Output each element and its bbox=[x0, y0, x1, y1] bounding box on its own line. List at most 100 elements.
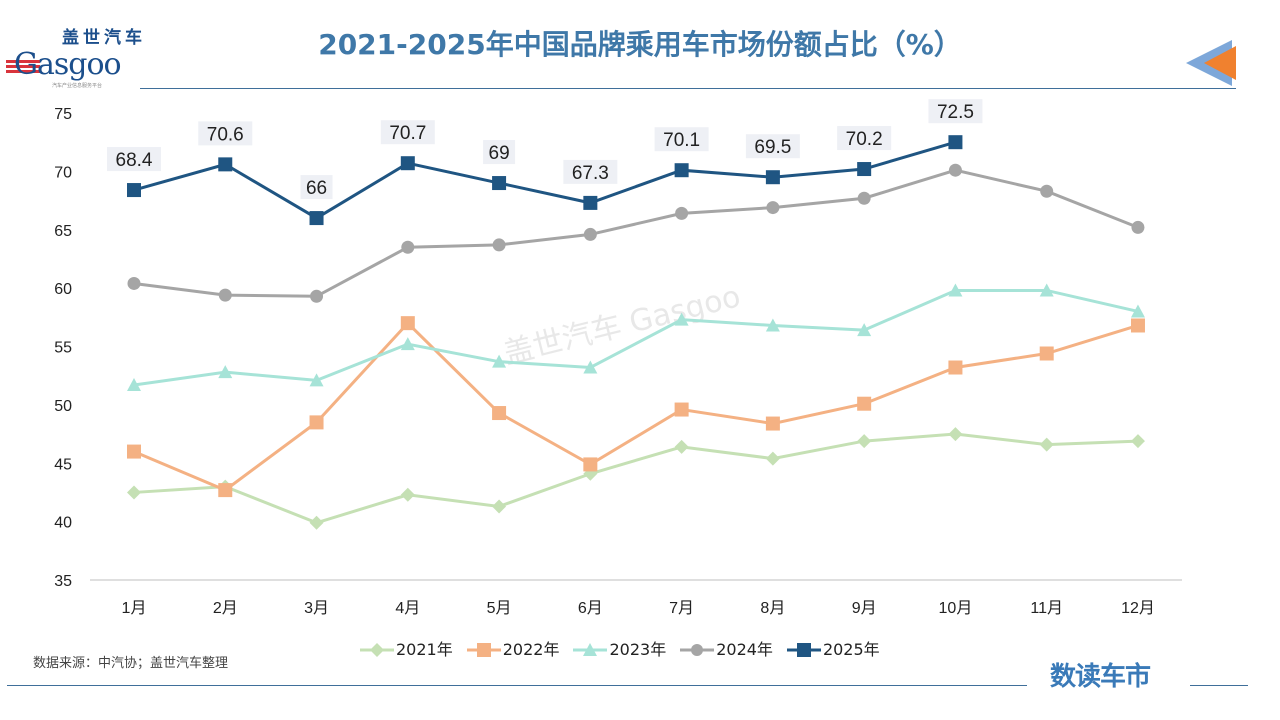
y-tick-label: 60 bbox=[54, 281, 72, 298]
legend-item: 2022年 bbox=[466, 640, 559, 660]
legend-label: 2023年 bbox=[609, 640, 667, 659]
data-point bbox=[857, 434, 872, 449]
data-point bbox=[309, 415, 324, 430]
series-line-2022年 bbox=[133, 320, 1139, 492]
logo-en: Gasgoo bbox=[14, 47, 122, 82]
data-point bbox=[309, 211, 324, 226]
data-point bbox=[857, 323, 872, 337]
legend-label: 2025年 bbox=[822, 640, 880, 659]
data-point bbox=[127, 485, 141, 500]
data-point bbox=[857, 396, 872, 411]
x-tick-label: 9月 bbox=[852, 600, 877, 617]
logo-sub: 汽车产业信息服务平台 bbox=[52, 83, 103, 89]
data-point bbox=[765, 318, 780, 332]
data-point bbox=[948, 360, 963, 375]
legend-item: 2021年 bbox=[360, 640, 453, 660]
legend-swatch bbox=[786, 643, 821, 657]
page-title: 2021-2025年中国品牌乘用车市场份额占比（%） bbox=[318, 28, 962, 61]
data-label: 66 bbox=[306, 178, 327, 199]
y-tick-label: 65 bbox=[54, 223, 72, 240]
data-point bbox=[310, 289, 324, 303]
data-label-bg bbox=[300, 175, 333, 200]
data-point bbox=[674, 439, 689, 454]
data-label: 67.3 bbox=[572, 163, 609, 184]
data-point bbox=[492, 406, 507, 421]
data-point bbox=[309, 373, 324, 387]
x-tick-label: 5月 bbox=[487, 600, 512, 617]
series-line-2023年 bbox=[133, 288, 1139, 387]
y-tick-label: 70 bbox=[54, 164, 72, 181]
legend-label: 2021年 bbox=[396, 640, 453, 659]
legend-swatch bbox=[360, 643, 394, 657]
data-point bbox=[1039, 283, 1054, 297]
data-label-bg bbox=[654, 127, 709, 152]
y-tick-label: 40 bbox=[54, 515, 72, 532]
data-point bbox=[309, 515, 324, 530]
y-tick-label: 75 bbox=[54, 106, 72, 123]
logo-stripes bbox=[6, 60, 40, 74]
data-point bbox=[400, 316, 415, 331]
data-point bbox=[127, 444, 141, 459]
data-point bbox=[583, 227, 597, 241]
divider bbox=[140, 88, 1236, 89]
data-point bbox=[675, 206, 689, 220]
data-point bbox=[765, 170, 780, 185]
data-label: 72.5 bbox=[937, 102, 974, 123]
legend-item: 2024年 bbox=[680, 640, 773, 660]
data-point bbox=[583, 360, 598, 374]
x-tick-label: 2月 bbox=[213, 600, 238, 617]
data-point bbox=[1130, 304, 1145, 318]
x-tick-label: 10月 bbox=[939, 600, 973, 617]
x-tick-label: 7月 bbox=[669, 600, 694, 617]
data-label: 70.2 bbox=[846, 129, 883, 150]
legend-label: 2024年 bbox=[716, 640, 773, 659]
data-point bbox=[492, 354, 507, 368]
data-point bbox=[1131, 220, 1145, 234]
data-point bbox=[674, 163, 689, 178]
data-point bbox=[674, 312, 689, 326]
data-point bbox=[583, 457, 598, 472]
data-label: 69.5 bbox=[754, 137, 791, 158]
divider bbox=[7, 685, 1027, 686]
x-tick-label: 6月 bbox=[578, 600, 603, 617]
data-point bbox=[1039, 437, 1054, 452]
x-tick-label: 11月 bbox=[1030, 600, 1063, 617]
data-point bbox=[492, 499, 507, 514]
data-point bbox=[583, 195, 598, 210]
data-point bbox=[948, 427, 963, 442]
series-line-2025年 bbox=[133, 140, 956, 220]
x-tick-label: 1月 bbox=[122, 600, 147, 617]
data-point bbox=[1130, 434, 1145, 449]
data-label-bg bbox=[483, 140, 516, 165]
y-tick-label: 35 bbox=[54, 573, 72, 590]
legend-swatch bbox=[680, 644, 715, 656]
data-point bbox=[857, 191, 871, 205]
y-tick-label: 45 bbox=[54, 456, 72, 473]
data-label: 70.1 bbox=[663, 130, 700, 151]
data-label: 69 bbox=[489, 143, 510, 164]
logo-cn: 盖世汽车 bbox=[62, 28, 146, 48]
data-point bbox=[1130, 318, 1145, 333]
legend-item: 2025年 bbox=[786, 640, 880, 660]
data-label-bg bbox=[928, 99, 983, 124]
data-point bbox=[218, 288, 232, 302]
data-point bbox=[218, 157, 233, 172]
y-tick-label: 50 bbox=[54, 398, 72, 415]
legend-swatch bbox=[573, 643, 608, 656]
data-point bbox=[127, 183, 141, 198]
data-point bbox=[400, 487, 415, 502]
data-point bbox=[400, 337, 415, 351]
data-point bbox=[1040, 184, 1054, 198]
data-point bbox=[674, 402, 689, 417]
source-note: 数据来源：中汽协；盖世汽车整理 bbox=[33, 656, 229, 671]
divider bbox=[1190, 685, 1248, 686]
data-point bbox=[127, 378, 141, 392]
data-label-bg bbox=[380, 120, 435, 145]
series-line-2024年 bbox=[133, 168, 1139, 298]
data-label: 70.6 bbox=[207, 124, 244, 145]
data-label-bg bbox=[837, 126, 892, 151]
data-point bbox=[218, 483, 233, 498]
gasgoo-logo: 盖世汽车 Gasgoo 汽车产业信息服务平台 bbox=[6, 28, 156, 90]
data-point bbox=[765, 451, 780, 466]
